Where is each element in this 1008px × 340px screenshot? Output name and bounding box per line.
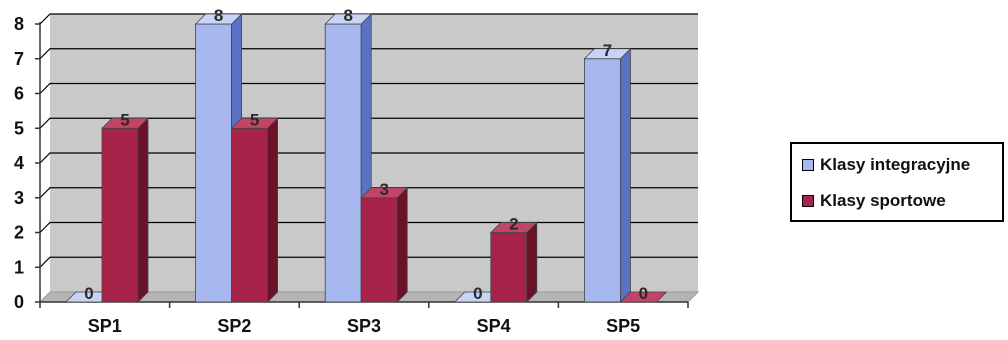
bar-top <box>360 187 409 199</box>
bar-front <box>584 58 621 303</box>
legend: Klasy integracyjne Klasy sportowe <box>790 142 1004 222</box>
data-label: 8 <box>343 6 352 25</box>
bar <box>230 117 279 303</box>
bar <box>360 186 409 303</box>
y-tick-label: 5 <box>14 118 24 138</box>
bar-side <box>620 47 631 303</box>
legend-swatch-integracyjne <box>802 159 814 171</box>
bar-top <box>489 222 538 233</box>
bar-top <box>194 13 243 25</box>
gridline <box>39 187 698 199</box>
bar-front <box>360 197 398 303</box>
data-label: 3 <box>379 180 388 199</box>
gridline <box>39 256 698 268</box>
y-tick-labels: 0 1 2 3 4 5 6 7 8 <box>14 14 24 312</box>
data-label: 8 <box>214 6 223 25</box>
gridline <box>39 152 698 164</box>
gridline <box>39 13 698 25</box>
bar-side <box>137 117 149 303</box>
data-labels: 0 5 8 5 8 3 0 2 7 0 <box>84 6 648 303</box>
gridline <box>39 48 698 60</box>
data-label: 0 <box>639 284 648 303</box>
bar-front <box>195 23 233 303</box>
data-label: 0 <box>473 284 482 303</box>
x-category-label: SP3 <box>347 316 381 336</box>
bar-top <box>324 13 373 25</box>
data-label: 5 <box>250 110 259 129</box>
y-tick-label: 1 <box>14 257 24 277</box>
bar-top <box>230 117 279 129</box>
data-label: 5 <box>120 110 129 129</box>
bar <box>101 117 149 303</box>
bars <box>65 13 668 303</box>
bar <box>619 291 668 303</box>
data-label: 7 <box>603 41 612 60</box>
legend-label-sportowe: Klasy sportowe <box>820 191 946 210</box>
gridline <box>39 221 698 233</box>
bar <box>583 47 632 303</box>
x-category-label: SP4 <box>477 316 511 336</box>
x-category-label: SP5 <box>606 316 640 336</box>
x-category-labels: SP1 SP2 SP3 SP4 SP5 <box>88 316 640 336</box>
bar-front <box>101 127 139 303</box>
legend-item-sportowe: Klasy sportowe <box>802 191 946 211</box>
data-label: 0 <box>84 284 93 303</box>
gridline <box>39 82 698 94</box>
bar <box>489 221 538 303</box>
y-tick-label: 0 <box>14 292 24 312</box>
legend-swatch-sportowe <box>802 195 814 207</box>
y-tick-label: 4 <box>14 153 24 173</box>
gridlines <box>39 13 698 268</box>
bar-side <box>526 221 538 303</box>
data-label: 2 <box>509 215 518 234</box>
y-tick-label: 6 <box>14 84 24 104</box>
bar-side <box>396 186 408 303</box>
bar-side <box>267 117 279 303</box>
bar-front <box>324 23 362 303</box>
y-tick-label: 2 <box>14 223 24 243</box>
x-category-label: SP2 <box>217 316 251 336</box>
bar-chart: 0 1 2 3 4 5 6 7 8 SP1 SP2 SP3 SP4 SP5 0 5 8 5 8 3 0 2 7 0 <box>14 6 700 336</box>
y-tick-label: 8 <box>14 14 24 34</box>
y-tick-label: 7 <box>14 49 24 69</box>
x-category-label: SP1 <box>88 316 122 336</box>
bar-front <box>490 232 528 303</box>
bar-top <box>101 117 149 129</box>
legend-label-integracyjne: Klasy integracyjne <box>820 155 971 174</box>
bar-top <box>619 291 668 303</box>
y-tick-label: 3 <box>14 188 24 208</box>
gridline <box>39 117 698 129</box>
legend-item-integracyjne: Klasy integracyjne <box>802 155 970 175</box>
bar-top <box>583 48 632 60</box>
bar-front <box>231 127 269 303</box>
